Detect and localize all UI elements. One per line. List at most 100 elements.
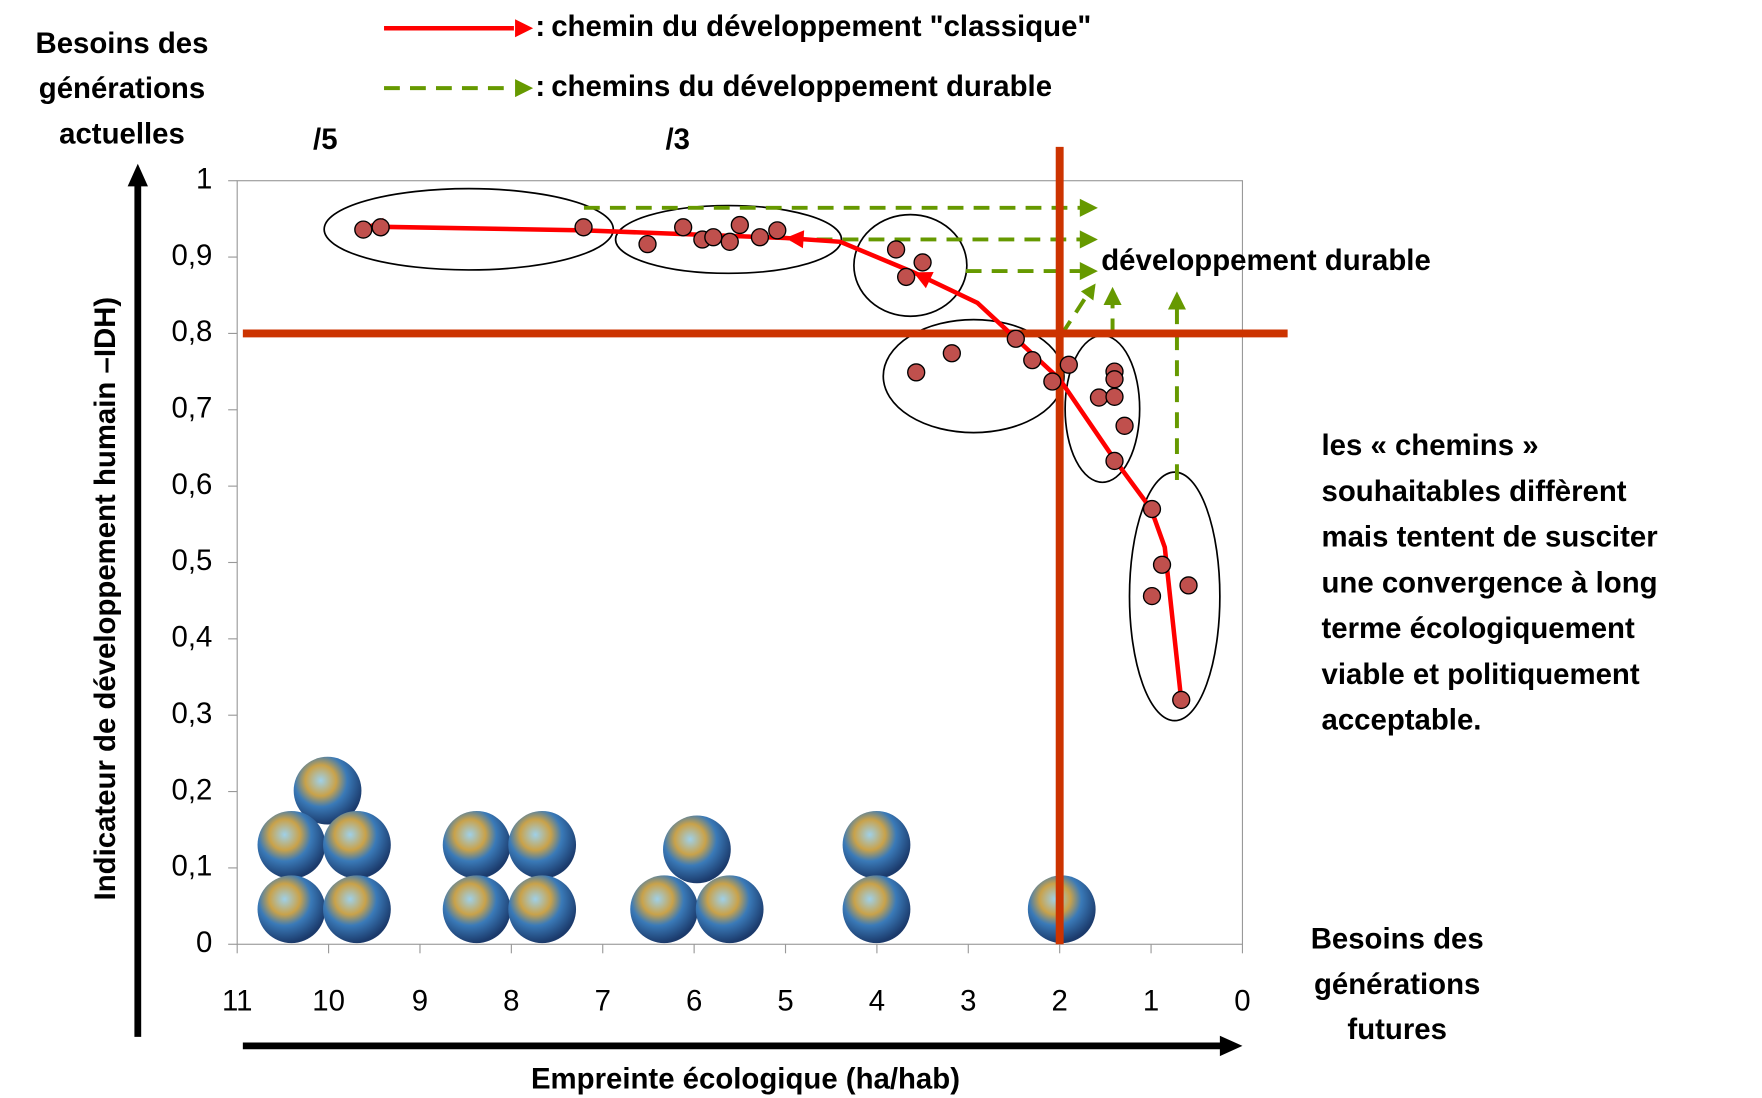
globe [442, 810, 511, 879]
point [638, 234, 657, 254]
globes [257, 756, 1096, 944]
classic-arrowhead [785, 230, 805, 249]
globe [257, 875, 326, 944]
globe [508, 810, 577, 879]
bottom-right-label: futures [1347, 1013, 1447, 1046]
top-left-label: actuelles [59, 117, 185, 150]
point [1105, 387, 1124, 406]
plot-area [236, 180, 1244, 945]
x-tick-label: 0 [1234, 985, 1250, 1018]
legend-arrowhead [515, 19, 534, 38]
annotation: /3 [665, 123, 690, 156]
top-left-label: générations [39, 72, 205, 105]
point [730, 215, 749, 235]
legend-prefix: : [535, 10, 545, 43]
note: une convergence à long [1322, 566, 1658, 599]
note: les « chemins » [1322, 429, 1539, 462]
x-axis-title: Empreinte écologique (ha/hab) [531, 1063, 960, 1096]
y-tick-label: 0,6 [172, 468, 213, 501]
point [1105, 370, 1124, 389]
point [907, 363, 926, 382]
point [704, 228, 723, 247]
point [1142, 499, 1162, 519]
y-tick-label: 0,7 [172, 392, 213, 425]
y-tick-label: 1 [196, 162, 212, 195]
point [1105, 451, 1124, 471]
point [1115, 416, 1134, 435]
x-axis-arrowhead [1219, 1035, 1243, 1057]
x-tick-label: 5 [777, 985, 793, 1018]
globe [508, 875, 577, 944]
y-tick-label: 0,3 [172, 697, 213, 730]
point [1059, 355, 1078, 374]
point [1043, 372, 1062, 391]
x-tick-label: 11 [222, 985, 252, 1018]
point [750, 228, 770, 247]
x-tick-label: 3 [960, 985, 976, 1018]
bottom-right-label: Besoins des [1311, 923, 1484, 956]
point [1172, 690, 1191, 710]
note: terme écologiquement [1322, 612, 1635, 645]
point [354, 220, 373, 239]
legend-label: chemin du développement "classique" [551, 10, 1091, 43]
point [720, 232, 739, 251]
point [674, 218, 693, 237]
point [1023, 351, 1042, 370]
point [1089, 388, 1109, 407]
legend-prefix: : [535, 70, 545, 103]
x-tick-label: 4 [869, 985, 885, 1018]
globe [630, 875, 699, 944]
y-tick-label: 0,4 [172, 621, 213, 654]
globe [442, 875, 511, 944]
x-tick-label: 7 [595, 985, 611, 1018]
y-tick-label: 0,8 [172, 315, 213, 348]
note: mais tentent de susciter [1322, 521, 1658, 554]
globe [842, 875, 911, 944]
x-tick-label: 9 [412, 985, 428, 1018]
cluster-ellipses [323, 187, 1221, 722]
point [574, 218, 593, 237]
globe [695, 875, 764, 944]
sustainable-paths [384, 86, 1179, 481]
x-tick-label: 8 [503, 985, 519, 1018]
globe [663, 815, 731, 884]
bottom-right-label: générations [1314, 968, 1480, 1001]
point [1152, 555, 1172, 574]
x-tick-label: 2 [1052, 985, 1068, 1018]
y-tick-label: 0,5 [172, 544, 213, 577]
point [896, 267, 916, 287]
y-tick-label: 0,1 [172, 850, 213, 883]
note: souhaitables diffèrent [1322, 475, 1627, 508]
point [886, 240, 906, 259]
point [1179, 576, 1198, 595]
globe [323, 810, 391, 879]
classic-arrowhead [913, 271, 934, 289]
y-tick-label: 0 [196, 926, 212, 959]
point [1142, 586, 1162, 606]
y-axis-title: Indicateur de développement humain –IDH) [89, 297, 122, 901]
x-tick-label: 1 [1143, 985, 1159, 1018]
point [913, 253, 932, 272]
point [371, 218, 390, 237]
globe [323, 875, 391, 944]
annotation: /5 [313, 123, 338, 156]
y-tick-label: 0,2 [172, 773, 213, 806]
top-left-label: Besoins des [36, 27, 209, 60]
legend-label: chemins du développement durable [551, 70, 1052, 103]
y-tick-label: 0,9 [172, 239, 213, 272]
point [768, 221, 787, 240]
annotation: développement durable [1101, 244, 1431, 277]
globe [257, 810, 326, 879]
point [942, 344, 961, 363]
note: viable et politiquement [1322, 658, 1640, 691]
y-axis-arrowhead [127, 163, 148, 187]
x-tick-label: 6 [686, 985, 702, 1018]
point [1006, 329, 1025, 348]
note: acceptable. [1322, 704, 1482, 737]
globe [842, 810, 911, 879]
sustainable-arrowheads [515, 79, 1186, 310]
globe [293, 756, 362, 825]
x-tick-label: 10 [312, 985, 345, 1018]
